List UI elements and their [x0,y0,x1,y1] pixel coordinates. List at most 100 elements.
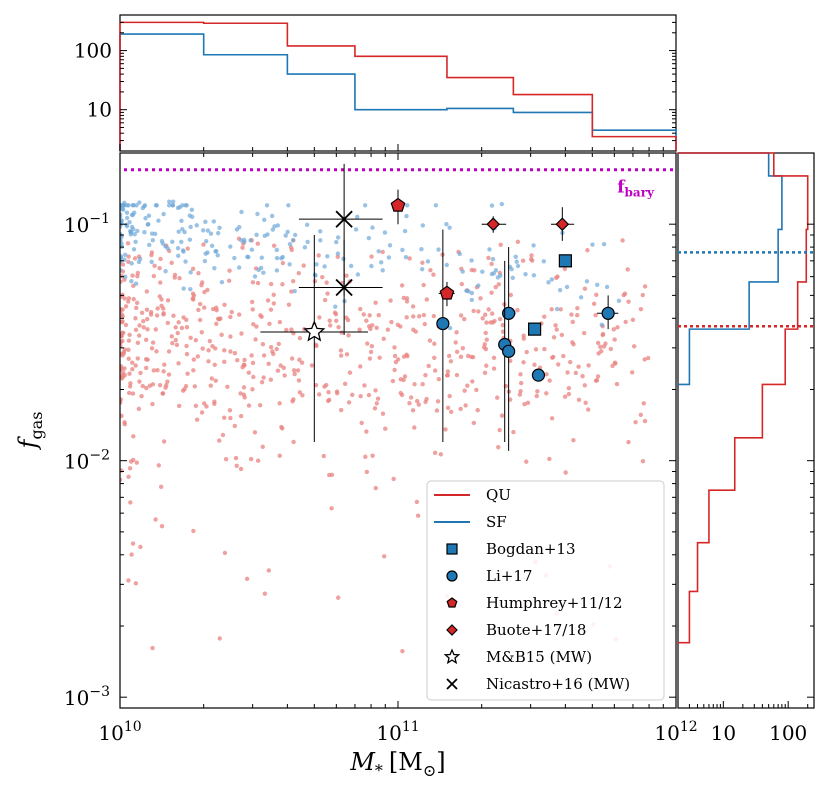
qu-galaxy-point [309,363,315,368]
qu-galaxy-point [250,280,256,285]
qu-galaxy-point [458,406,463,412]
qu-galaxy-point [376,312,381,318]
qu-galaxy-point [436,376,441,382]
qu-galaxy-point [338,407,344,413]
qu-galaxy-point [161,311,166,316]
qu-galaxy-point [626,439,631,445]
qu-galaxy-point [122,366,127,371]
qu-galaxy-point [401,354,407,359]
sf-galaxy-point [480,269,485,274]
circle-marker [531,368,546,382]
sf-galaxy-point [447,325,453,331]
qu-galaxy-point [480,316,485,321]
qu-galaxy-point [262,591,268,596]
qu-galaxy-point [324,382,329,388]
qu-galaxy-point [280,426,285,431]
sf-galaxy-point [146,213,152,218]
qu-galaxy-point [282,373,287,378]
qu-galaxy-point [239,331,244,336]
qu-galaxy-point [534,393,539,399]
qu-galaxy-point [126,299,131,304]
qu-galaxy-point [434,408,440,413]
qu-galaxy-point [582,286,588,291]
qu-galaxy-point [184,351,190,357]
qu-galaxy-point [299,360,305,365]
qu-galaxy-point [159,303,164,309]
sf-galaxy-point [302,245,308,250]
qu-galaxy-point [202,305,207,310]
right-x-tick-label-10: 10 [711,721,736,745]
sf-galaxy-point [378,260,384,265]
sf-galaxy-point [120,206,125,212]
qu-galaxy-point [555,274,560,279]
qu-galaxy-point [268,307,274,312]
sf-galaxy-point [249,247,255,252]
qu-galaxy-point [388,298,393,303]
qu-galaxy-point [238,413,244,419]
qu-galaxy-point [471,420,477,426]
sf-galaxy-point [531,243,536,248]
qu-galaxy-point [544,372,549,377]
qu-galaxy-point [123,322,129,328]
sf-galaxy-point [286,203,291,208]
qu-galaxy-point [551,335,557,340]
qu-galaxy-point [227,408,233,413]
qu-galaxy-point [515,308,520,313]
qu-galaxy-point [445,369,451,374]
qu-galaxy-point [150,645,155,651]
qu-galaxy-point [332,310,338,315]
qu-galaxy-point [412,382,417,387]
qu-galaxy-point [240,364,245,370]
qu-galaxy-point [497,427,502,433]
qu-galaxy-point [234,463,239,469]
sf-galaxy-point [469,297,475,303]
qu-galaxy-point [518,372,523,377]
qu-galaxy-point [257,403,263,408]
sf-galaxy-point [317,229,323,234]
qu-galaxy-point [156,463,161,468]
qu-galaxy-point [483,330,488,336]
sf-galaxy-point [285,229,290,235]
sf-galaxy-point [131,203,136,208]
legend-label-mb15: M&B15 (MW) [486,648,592,666]
qu-galaxy-point [144,289,150,294]
qu-galaxy-point [127,332,132,338]
qu-galaxy-point [565,370,570,375]
qu-galaxy-point [460,345,466,351]
sf-galaxy-point [616,298,622,304]
qu-galaxy-point [161,439,167,444]
qu-galaxy-point [133,363,138,368]
qu-galaxy-point [575,312,580,318]
sf-galaxy-point [187,237,193,242]
sf-galaxy-point [279,256,284,261]
qu-galaxy-point [222,348,227,353]
legend-label-nicastro: Nicastro+16 (MW) [486,675,630,693]
legend-items [434,494,470,690]
sf-galaxy-point [541,259,547,264]
qu-galaxy-point [126,254,131,259]
qu-galaxy-point [389,319,394,325]
qu-galaxy-point [595,340,601,346]
qu-galaxy-point [490,320,496,325]
qu-galaxy-point [338,353,344,358]
qu-galaxy-point [329,472,335,478]
qu-galaxy-point [135,356,140,361]
observation-circle-point [436,229,450,442]
qu-galaxy-point [202,289,207,295]
qu-galaxy-point [123,304,129,309]
sf-galaxy-point [261,270,266,275]
qu-galaxy-point [416,314,422,319]
qu-galaxy-point [431,313,437,319]
sf-galaxy-point [142,203,148,208]
sf-galaxy-point [498,273,503,278]
qu-galaxy-point [162,362,167,367]
qu-galaxy-point [199,330,205,335]
qu-galaxy-point [130,541,136,546]
qu-galaxy-point [377,355,382,360]
qu-galaxy-point [261,375,266,380]
qu-galaxy-point [640,459,646,464]
qu-galaxy-point [367,313,372,318]
qu-galaxy-point [208,383,213,388]
qu-galaxy-point [642,357,647,362]
qu-galaxy-point [206,359,211,364]
